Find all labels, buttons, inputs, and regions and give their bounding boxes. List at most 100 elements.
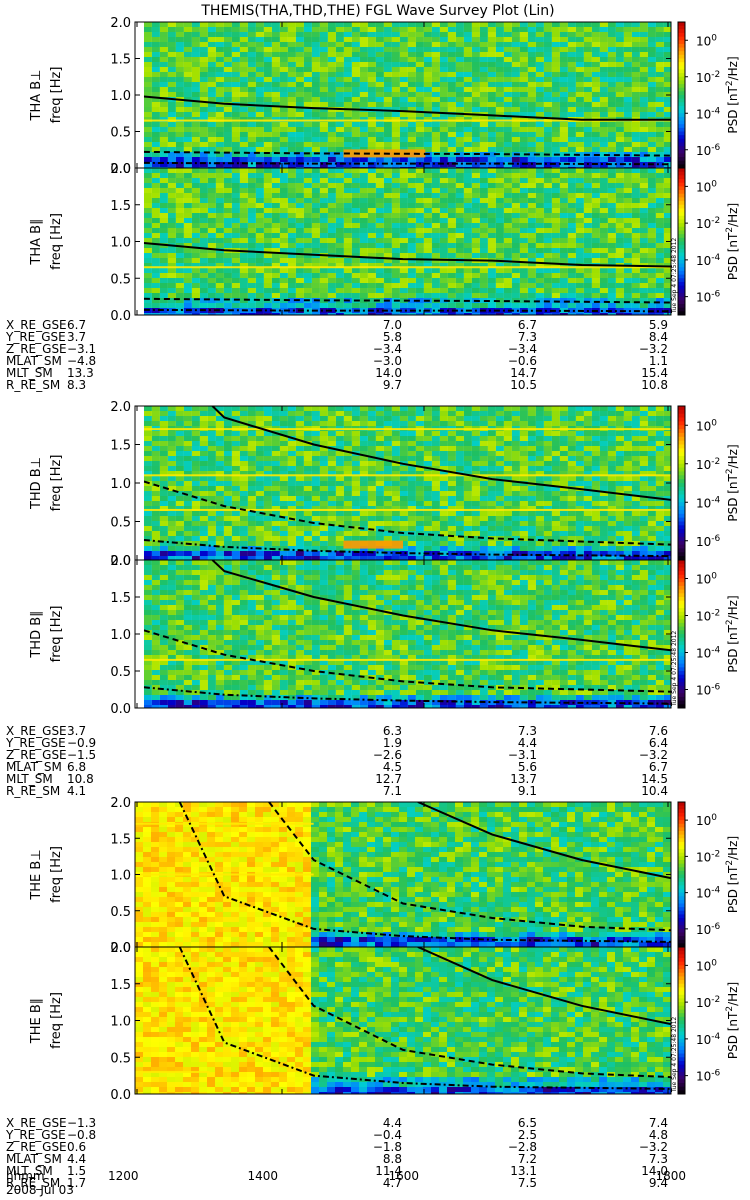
- dashdot-frequency-line: [143, 161, 671, 166]
- spectrogram-cell: [463, 32, 472, 37]
- spectrogram-cell: [303, 471, 312, 476]
- spectrogram-cell: [543, 47, 552, 52]
- spectrogram-cell: [167, 298, 176, 303]
- spectrogram-cell: [391, 168, 400, 173]
- spectrogram-cell: [335, 32, 344, 37]
- spectrogram-cell: [239, 173, 248, 178]
- spectrogram-cell: [615, 208, 624, 213]
- spectrogram-cell: [479, 313, 488, 315]
- spectrogram-cell: [295, 178, 304, 183]
- spectrogram-cell: [263, 456, 272, 461]
- spectrogram-cell: [255, 233, 264, 238]
- spectrogram-cell: [495, 57, 504, 62]
- spectrogram-cell: [487, 228, 496, 233]
- spectrogram-cell: [615, 168, 624, 173]
- spectrogram-cell: [639, 92, 648, 97]
- spectrogram-cell: [599, 308, 608, 313]
- spectrogram-cell: [207, 268, 216, 273]
- spectrogram-cell: [287, 193, 296, 198]
- spectrogram-cell: [359, 258, 368, 263]
- spectrogram-cell: [351, 461, 360, 466]
- spectrogram-cell: [159, 37, 168, 42]
- spectrogram-cell: [343, 456, 352, 461]
- spectrogram-cell: [455, 97, 464, 102]
- spectrogram-cell: [399, 122, 408, 127]
- spectrogram-cell: [383, 233, 392, 238]
- spectrogram-cell: [471, 142, 480, 147]
- spectrogram-cell: [279, 278, 288, 283]
- spectrogram-cell: [655, 203, 664, 208]
- spectrogram-cell: [583, 178, 592, 183]
- spectrogram-cell: [631, 77, 640, 82]
- spectrogram-cell: [255, 122, 264, 127]
- spectrogram-cell: [383, 268, 392, 273]
- spectrogram-cell: [343, 293, 352, 298]
- spectrogram-cell: [591, 228, 600, 233]
- spectrogram-cell: [631, 22, 640, 27]
- spectrogram-cell: [591, 223, 600, 228]
- spectrogram-cell: [503, 117, 512, 122]
- spectrogram-cell: [519, 313, 528, 315]
- spectrogram-cell: [439, 168, 448, 173]
- spectrogram-cell: [591, 431, 600, 436]
- spectrogram-cell: [311, 137, 320, 142]
- spectrogram-cell: [471, 461, 480, 466]
- spectrogram-cell: [191, 406, 200, 411]
- spectrogram-cell: [207, 421, 216, 426]
- spectrogram-cell: [399, 406, 408, 411]
- spectrogram-cell: [295, 411, 304, 416]
- spectrogram-cell: [375, 263, 384, 268]
- spectrogram-cell: [511, 32, 520, 37]
- spectrogram-cell: [247, 248, 256, 253]
- spectrogram-cell: [239, 213, 248, 218]
- spectrogram-cell: [183, 263, 192, 268]
- spectrogram-cell: [591, 127, 600, 132]
- spectrogram-cell: [647, 233, 656, 238]
- spectrogram-cell: [559, 218, 568, 223]
- spectrogram-cell: [159, 87, 168, 92]
- spectrogram-cell: [455, 268, 464, 273]
- spectrogram-heatmap: [143, 406, 671, 560]
- spectrogram-cell: [399, 107, 408, 112]
- spectrogram-cell: [231, 476, 240, 481]
- spectrogram-cell: [599, 137, 608, 142]
- spectrogram-cell: [511, 248, 520, 253]
- spectrogram-cell: [167, 451, 176, 456]
- spectrogram-cell: [543, 117, 552, 122]
- spectrogram-cell: [607, 203, 616, 208]
- spectrogram-cell: [247, 112, 256, 117]
- spectrogram-cell: [279, 67, 288, 72]
- spectrogram-cell: [607, 436, 616, 441]
- spectrogram-cell: [615, 223, 624, 228]
- spectrogram-cell: [463, 313, 472, 315]
- spectrogram-cell: [519, 303, 528, 308]
- spectrogram-cell: [519, 283, 528, 288]
- spectrogram-cell: [311, 218, 320, 223]
- spectrogram-cell: [647, 208, 656, 213]
- spectrogram-cell: [431, 461, 440, 466]
- spectrogram-cell: [431, 107, 440, 112]
- spectrogram-cell: [167, 238, 176, 243]
- spectrogram-cell: [431, 451, 440, 456]
- spectrogram-cell: [383, 92, 392, 97]
- spectrogram-cell: [335, 446, 344, 451]
- spectrogram-cell: [343, 97, 352, 102]
- spectrogram-cell: [479, 137, 488, 142]
- spectrogram-cell: [303, 132, 312, 137]
- spectrogram-cell: [575, 57, 584, 62]
- spectrogram-cell: [663, 313, 671, 315]
- spectrogram-cell: [543, 446, 552, 451]
- spectrogram-cell: [407, 446, 416, 451]
- spectrogram-cell: [191, 313, 200, 315]
- spectrogram-cell: [207, 32, 216, 37]
- spectrogram-cell: [551, 42, 560, 47]
- spectrogram-cell: [207, 168, 216, 173]
- spectrogram-cell: [335, 298, 344, 303]
- spectrogram-cell: [535, 47, 544, 52]
- spectrogram-cell: [407, 183, 416, 188]
- spectrogram-cell: [303, 431, 312, 436]
- spectrogram-cell: [551, 92, 560, 97]
- spectrogram-cell: [463, 183, 472, 188]
- spectrogram-cell: [567, 406, 576, 411]
- spectrogram-cell: [191, 92, 200, 97]
